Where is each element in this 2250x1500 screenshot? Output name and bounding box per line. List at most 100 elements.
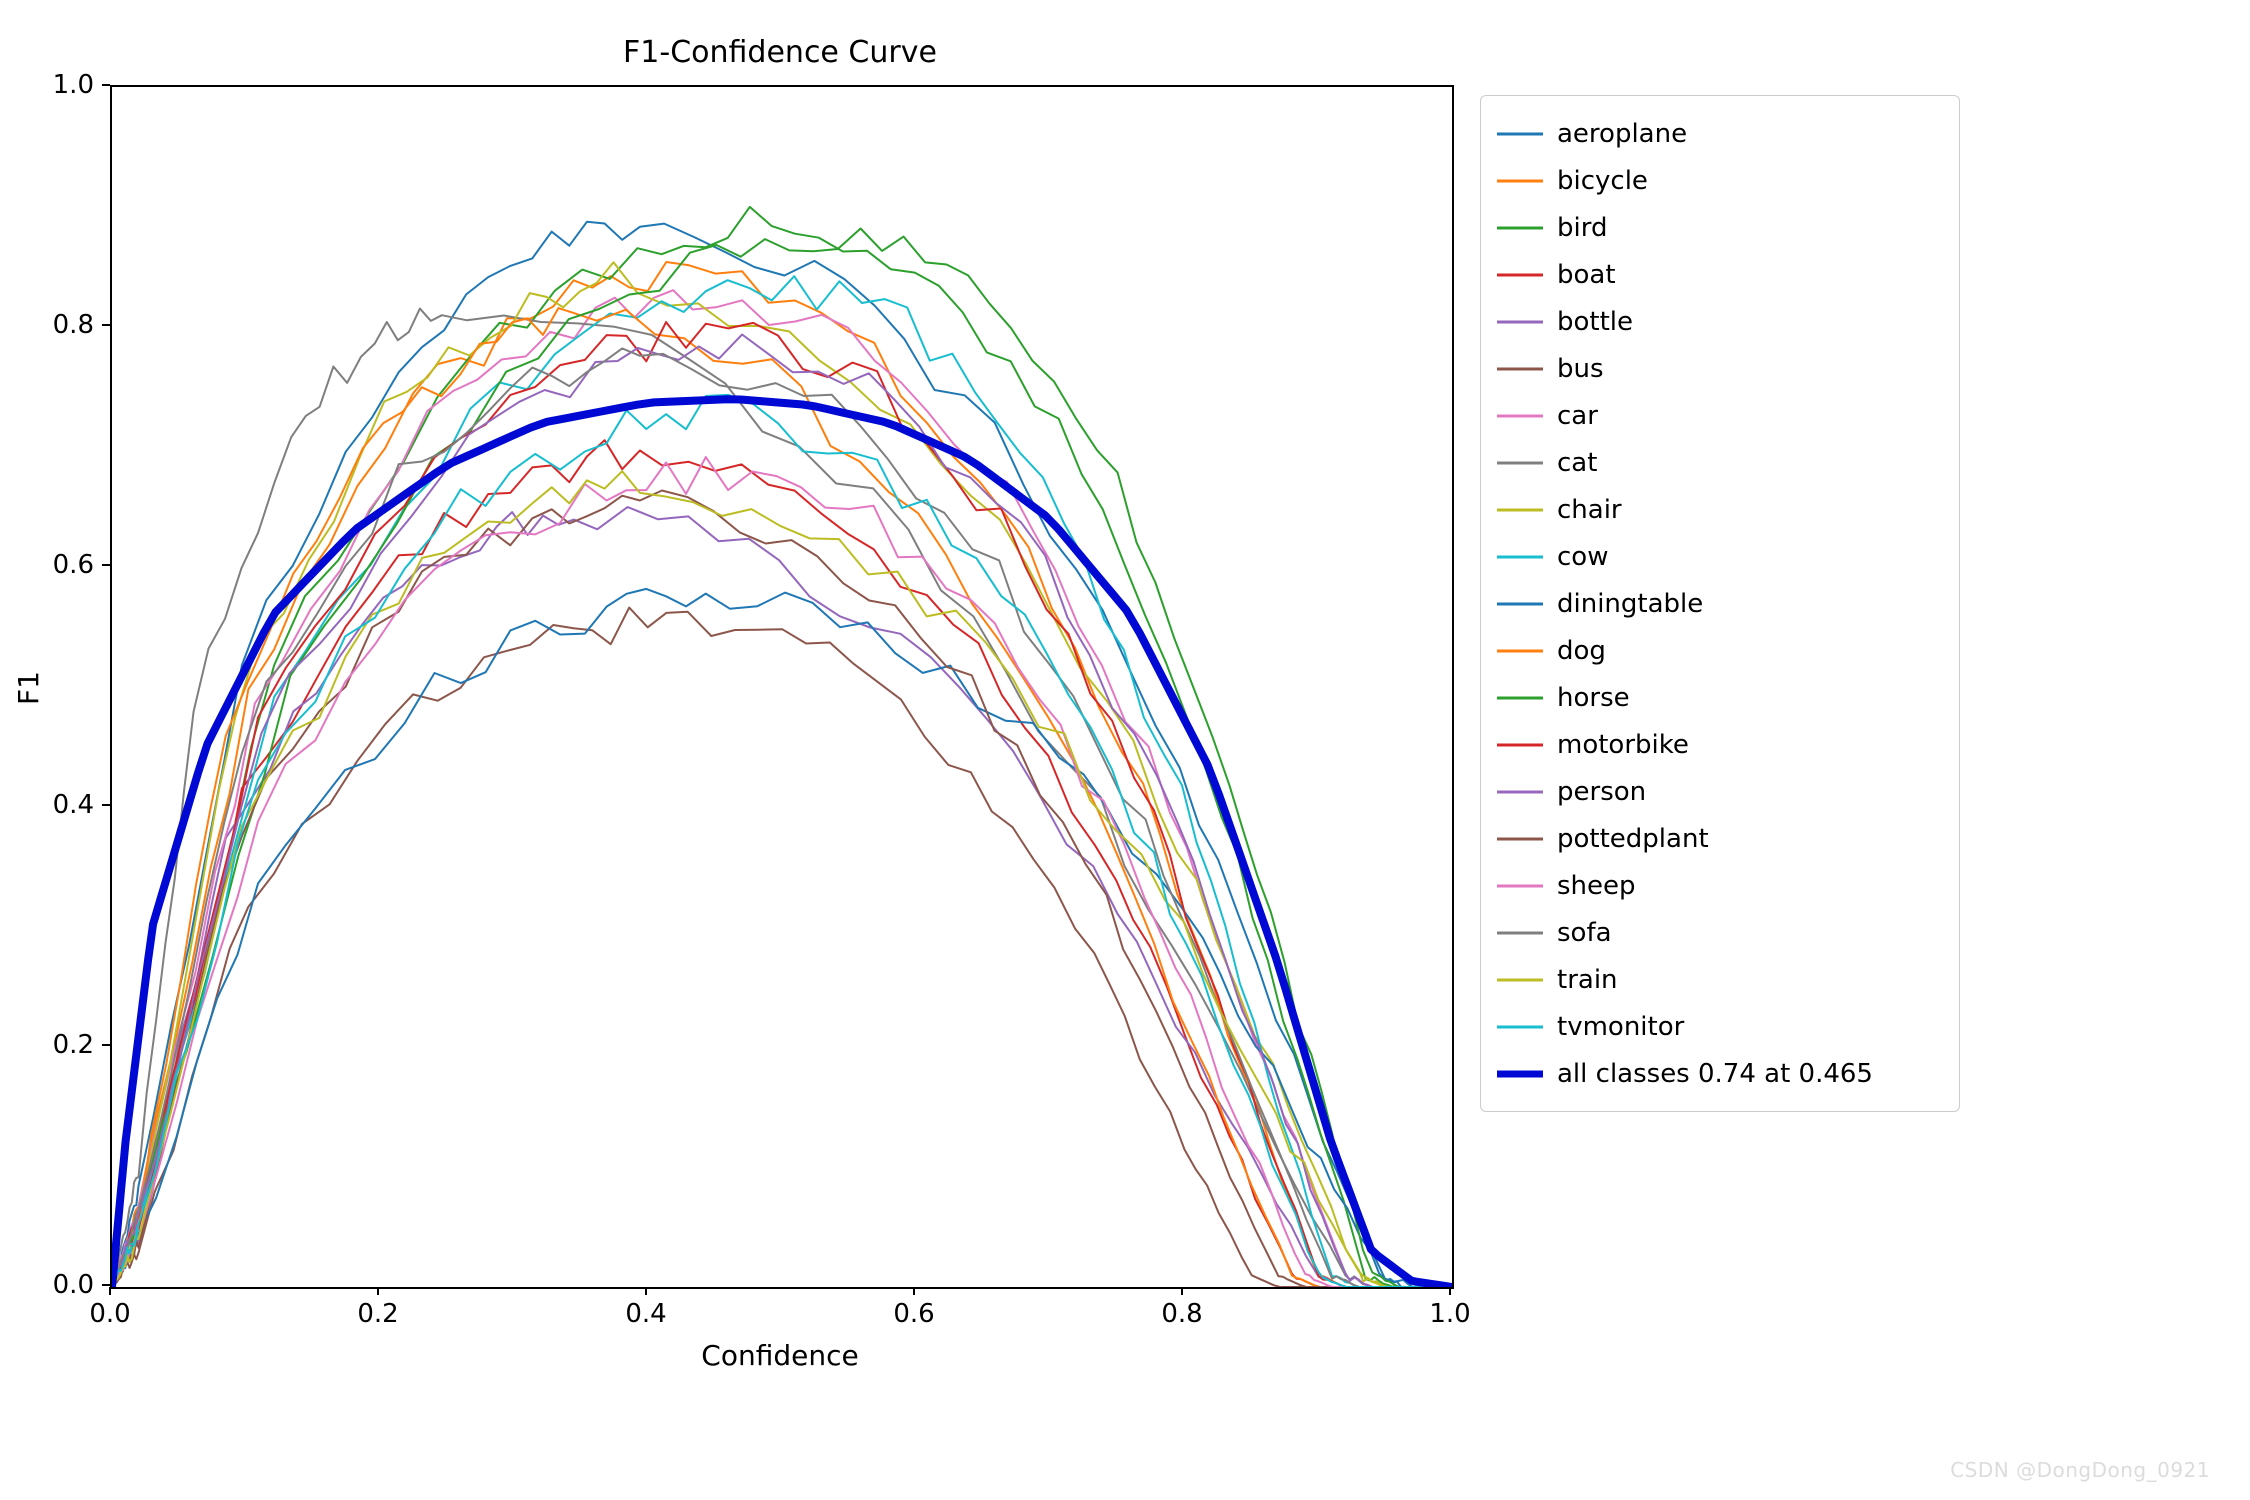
legend-swatch [1497, 975, 1543, 985]
legend-item-bird: bird [1497, 204, 1939, 251]
series-dog [112, 308, 1452, 1287]
legend-label: dog [1557, 636, 1606, 666]
legend-label: all classes 0.74 at 0.465 [1557, 1059, 1873, 1089]
y-tick-label: 0.6 [42, 550, 94, 580]
legend-swatch [1497, 317, 1543, 327]
y-tick [102, 84, 110, 86]
y-axis-label: F1 [12, 671, 45, 705]
y-tick-label: 0.2 [42, 1030, 94, 1060]
legend-swatch [1497, 693, 1543, 703]
y-tick [102, 324, 110, 326]
legend-item-chair: chair [1497, 486, 1939, 533]
y-tick-label: 0.8 [42, 310, 94, 340]
legend-label: sofa [1557, 918, 1612, 948]
legend-swatch [1497, 552, 1543, 562]
x-tick [109, 1287, 111, 1295]
x-tick-label: 0.4 [625, 1299, 666, 1329]
legend-item-tvmonitor: tvmonitor [1497, 1003, 1939, 1050]
legend-swatch [1497, 646, 1543, 656]
legend-label: boat [1557, 260, 1616, 290]
legend-item-train: train [1497, 956, 1939, 1003]
series-bicycle [112, 262, 1452, 1287]
legend-swatch [1497, 176, 1543, 186]
y-tick [102, 1044, 110, 1046]
series-motorbike [112, 322, 1452, 1287]
x-tick-label: 0.2 [357, 1299, 398, 1329]
legend-swatch [1497, 740, 1543, 750]
legend-label: train [1557, 965, 1618, 995]
legend-label: horse [1557, 683, 1630, 713]
legend-swatch [1497, 458, 1543, 468]
legend-label: tvmonitor [1557, 1012, 1684, 1042]
y-tick [102, 564, 110, 566]
legend-item-sofa: sofa [1497, 909, 1939, 956]
legend-swatch [1497, 364, 1543, 374]
legend-item-bicycle: bicycle [1497, 157, 1939, 204]
plot-area [110, 85, 1454, 1289]
figure-root: F1-Confidence Curve Confidence F1 0.0 0.2… [0, 0, 2250, 1500]
series-chair [112, 262, 1452, 1287]
legend-item-sheep: sheep [1497, 862, 1939, 909]
legend-item-pottedplant: pottedplant [1497, 815, 1939, 862]
legend-swatch [1497, 787, 1543, 797]
y-tick-label: 1.0 [42, 70, 94, 100]
legend-item-cow: cow [1497, 533, 1939, 580]
legend-label: motorbike [1557, 730, 1689, 760]
legend-item-diningtable: diningtable [1497, 580, 1939, 627]
legend-swatch [1497, 834, 1543, 844]
legend-swatch [1497, 223, 1543, 233]
legend-item-cat: cat [1497, 439, 1939, 486]
legend-item-bottle: bottle [1497, 298, 1939, 345]
legend-swatch [1497, 505, 1543, 515]
legend-swatch [1497, 1069, 1543, 1079]
series-sofa [112, 348, 1452, 1287]
legend-label: pottedplant [1557, 824, 1709, 854]
y-tick-label: 0.0 [42, 1270, 94, 1300]
legend-swatch [1497, 129, 1543, 139]
legend-item-boat: boat [1497, 251, 1939, 298]
x-tick [913, 1287, 915, 1295]
legend-item-person: person [1497, 768, 1939, 815]
legend-swatch [1497, 928, 1543, 938]
legend-label: aeroplane [1557, 119, 1687, 149]
watermark-text: CSDN @DongDong_0921 [1950, 1458, 2210, 1482]
legend-item-horse: horse [1497, 674, 1939, 721]
legend-item-bus: bus [1497, 345, 1939, 392]
x-tick-label: 0.6 [893, 1299, 934, 1329]
legend-label: bus [1557, 354, 1604, 384]
legend-label: bicycle [1557, 166, 1648, 196]
legend-item-motorbike: motorbike [1497, 721, 1939, 768]
x-tick-label: 0.0 [89, 1299, 130, 1329]
y-tick [102, 804, 110, 806]
legend-swatch [1497, 599, 1543, 609]
legend-label: person [1557, 777, 1646, 807]
legend-label: car [1557, 401, 1598, 431]
x-axis-label: Confidence [110, 1339, 1450, 1372]
x-tick-label: 0.8 [1161, 1299, 1202, 1329]
legend-label: diningtable [1557, 589, 1703, 619]
y-tick-label: 0.4 [42, 790, 94, 820]
legend: aeroplane bicycle bird boat bottle bus car cat c… [1480, 95, 1960, 1112]
legend-swatch [1497, 270, 1543, 280]
legend-swatch [1497, 1022, 1543, 1032]
x-tick [377, 1287, 379, 1295]
series-horse [112, 229, 1452, 1288]
y-tick [102, 1284, 110, 1286]
chart-title: F1-Confidence Curve [110, 35, 1450, 70]
legend-label: cow [1557, 542, 1608, 572]
series-cat [112, 309, 1452, 1287]
legend-swatch [1497, 411, 1543, 421]
legend-label: cat [1557, 448, 1597, 478]
legend-item-all-classes: all classes 0.74 at 0.465 [1497, 1050, 1939, 1097]
legend-label: sheep [1557, 871, 1636, 901]
series-aeroplane [112, 222, 1452, 1287]
legend-item-car: car [1497, 392, 1939, 439]
legend-item-dog: dog [1497, 627, 1939, 674]
legend-swatch [1497, 881, 1543, 891]
legend-item-aeroplane: aeroplane [1497, 110, 1939, 157]
legend-label: bird [1557, 213, 1607, 243]
plot-svg [112, 87, 1452, 1287]
legend-label: chair [1557, 495, 1622, 525]
series-sheep [112, 457, 1452, 1287]
legend-label: bottle [1557, 307, 1633, 337]
